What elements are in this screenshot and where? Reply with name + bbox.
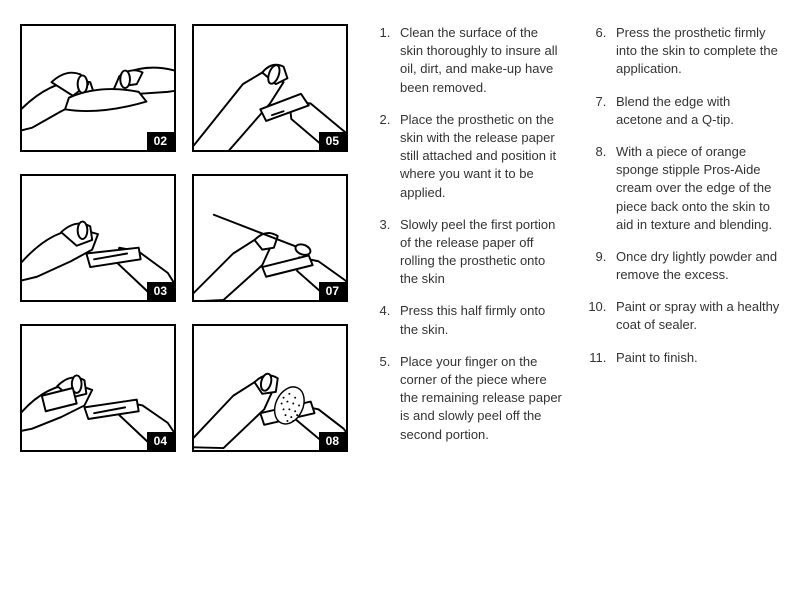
instruction-step: Clean the surface of the skin thoroughly… <box>394 24 564 97</box>
illustration-badge: 05 <box>319 132 346 150</box>
instructions-list-2: Press the prosthetic firmly into the ski… <box>588 24 780 367</box>
instructions-col-2: Press the prosthetic firmly into the ski… <box>588 24 780 572</box>
illustration-grid: 02 05 03 <box>20 24 348 572</box>
instructions-list-1: Clean the surface of the skin thoroughly… <box>372 24 564 444</box>
instruction-step: Place the prosthetic on the skin with th… <box>394 111 564 202</box>
instruction-step: Place your finger on the corner of the p… <box>394 353 564 444</box>
instruction-step: Slowly peel the first portion of the rel… <box>394 216 564 289</box>
illustration-05: 05 <box>192 24 348 152</box>
instructions-col-1: Clean the surface of the skin thoroughly… <box>372 24 564 572</box>
illustration-badge: 04 <box>147 432 174 450</box>
instruction-step: Once dry lightly powder and remove the e… <box>610 248 780 284</box>
illustration-07: 07 <box>192 174 348 302</box>
illustration-04: 04 <box>20 324 176 452</box>
instruction-step: Paint to finish. <box>610 349 780 367</box>
illustration-badge: 03 <box>147 282 174 300</box>
illustration-03: 03 <box>20 174 176 302</box>
illustration-02: 02 <box>20 24 176 152</box>
instruction-step: Press the prosthetic firmly into the ski… <box>610 24 780 79</box>
illustration-08: 08 <box>192 324 348 452</box>
instruction-step: Press this half firmly onto the skin. <box>394 302 564 338</box>
illustration-badge: 07 <box>319 282 346 300</box>
instruction-step: Paint or spray with a healthy coat of se… <box>610 298 780 334</box>
illustration-badge: 02 <box>147 132 174 150</box>
instruction-step: With a piece of orange sponge stipple Pr… <box>610 143 780 234</box>
instructions: Clean the surface of the skin thoroughly… <box>372 24 780 572</box>
instruction-step: Blend the edge with acetone and a Q-tip. <box>610 93 780 129</box>
illustration-badge: 08 <box>319 432 346 450</box>
